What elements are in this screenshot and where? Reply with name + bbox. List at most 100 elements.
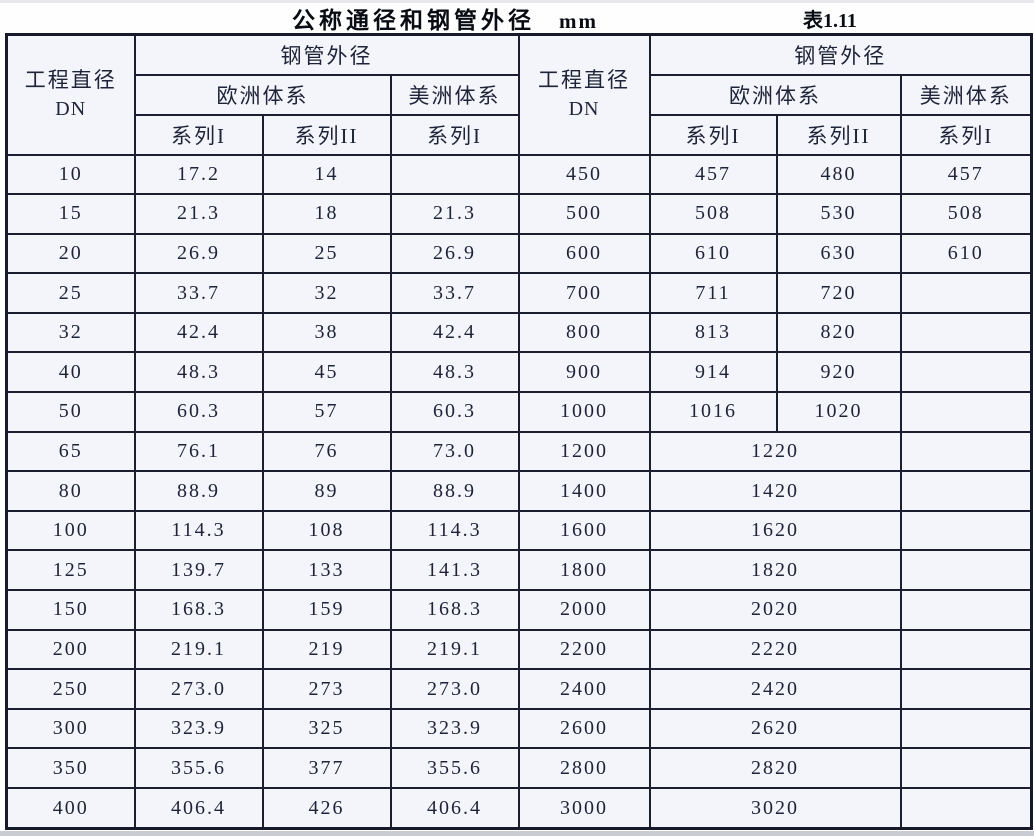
cell-dn-left: 200 (5, 628, 136, 671)
cell-eu-series1-left: 355.6 (133, 747, 264, 789)
cell-dn-left: 10 (5, 153, 136, 196)
cell-am-series1-left: 406.4 (389, 787, 520, 830)
cell-eu-series1-left: 76.1 (133, 430, 264, 473)
table-row: 200 219.1 219 219.1 2200 2220 (5, 628, 1033, 671)
cell-dn-left: 15 (5, 193, 136, 235)
cell-dn-left: 50 (5, 391, 136, 433)
cell-dn-right: 900 (517, 351, 651, 394)
cell-am-series1-right (899, 391, 1033, 433)
pipe-diameter-table: 工程直径 DN 钢管外径 工程直径 DN 钢管外径 欧洲体系 美洲体系 欧洲体系… (5, 33, 1034, 830)
header-row-1: 工程直径 DN 钢管外径 工程直径 DN 钢管外径 (5, 33, 1033, 156)
cell-eu-merged-right: 1220 (648, 430, 902, 473)
cell-eu-series2-left: 89 (261, 470, 392, 512)
cell-eu-series1-left: 21.3 (133, 193, 264, 235)
cell-eu-merged-right: 2820 (648, 747, 902, 789)
cell-eu-series1-left: 139.7 (133, 549, 264, 592)
cell-eu-series2-left: 32 (261, 272, 392, 314)
cell-eu-series1-right: 508 (648, 193, 778, 235)
cell-dn-right: 600 (517, 232, 651, 275)
cell-am-series1-left: 33.7 (389, 272, 520, 314)
table-row: 20 26.9 25 26.9 600 610 630 610 (5, 232, 1033, 275)
header-series1-am-left: 系列I (389, 113, 520, 156)
cell-dn-right: 1800 (517, 549, 651, 592)
cell-dn-left: 65 (5, 430, 136, 473)
cell-dn-left: 25 (5, 272, 136, 314)
cell-eu-series2-left: 426 (261, 787, 392, 830)
cell-eu-series1-left: 42.4 (133, 311, 264, 354)
cell-eu-series2-left: 25 (261, 232, 392, 275)
cell-dn-left: 32 (5, 311, 136, 354)
cell-am-series1-left: 168.3 (389, 589, 520, 631)
cell-eu-series2-left: 133 (261, 549, 392, 592)
header-dn-left: 工程直径 DN (5, 33, 136, 156)
cell-eu-series2-left: 45 (261, 351, 392, 394)
table-row: 15 21.3 18 21.3 500 508 530 508 (5, 193, 1033, 235)
cell-eu-series2-right: 820 (775, 311, 902, 354)
header-dn-right: 工程直径 DN (517, 33, 651, 156)
cell-eu-series2-left: 76 (261, 430, 392, 473)
cell-dn-right: 3000 (517, 787, 651, 830)
table-row: 250 273.0 273 273.0 2400 2420 (5, 668, 1033, 710)
cell-am-series1-right: 610 (899, 232, 1033, 275)
cell-dn-right: 1000 (517, 391, 651, 433)
cell-am-series1-right (899, 707, 1033, 750)
cell-eu-series2-left: 57 (261, 391, 392, 433)
cell-am-series1-left: 323.9 (389, 707, 520, 750)
cell-eu-series1-left: 88.9 (133, 470, 264, 512)
cell-dn-right: 800 (517, 311, 651, 354)
cell-dn-left: 100 (5, 509, 136, 552)
cell-eu-series1-right: 914 (648, 351, 778, 394)
cell-dn-left: 250 (5, 668, 136, 710)
table-row: 40 48.3 45 48.3 900 914 920 (5, 351, 1033, 394)
cell-eu-series2-left: 14 (261, 153, 392, 196)
cell-eu-series2-left: 377 (261, 747, 392, 789)
cell-eu-series2-left: 108 (261, 509, 392, 552)
cell-eu-merged-right: 1620 (648, 509, 902, 552)
table-row: 400 406.4 426 406.4 3000 3020 (5, 787, 1033, 830)
cell-dn-right: 2200 (517, 628, 651, 671)
cell-eu-series1-left: 219.1 (133, 628, 264, 671)
cell-am-series1-right (899, 430, 1033, 473)
cell-eu-series2-left: 159 (261, 589, 392, 631)
cell-am-series1-right (899, 787, 1033, 830)
cell-eu-series1-left: 168.3 (133, 589, 264, 631)
table-body: 10 17.2 14 450 457 480 457 15 21.3 18 21.3 500 508 53… (5, 153, 1033, 830)
cell-dn-left: 20 (5, 232, 136, 275)
cell-eu-series1-left: 33.7 (133, 272, 264, 314)
table-row: 350 355.6 377 355.6 2800 2820 (5, 747, 1033, 789)
cell-dn-right: 450 (517, 153, 651, 196)
cell-eu-series2-left: 273 (261, 668, 392, 710)
cell-am-series1-left: 141.3 (389, 549, 520, 592)
table-row: 32 42.4 38 42.4 800 813 820 (5, 311, 1033, 354)
table-header: 工程直径 DN 钢管外径 工程直径 DN 钢管外径 欧洲体系 美洲体系 欧洲体系… (5, 33, 1033, 156)
cell-eu-series2-left: 38 (261, 311, 392, 354)
cell-eu-merged-right: 2020 (648, 589, 902, 631)
page-title: 公称通径和钢管外径 mm (292, 1, 598, 35)
table-row: 25 33.7 32 33.7 700 711 720 (5, 272, 1033, 314)
cell-am-series1-left: 88.9 (389, 470, 520, 512)
header-outer-right: 钢管外径 (648, 33, 1033, 76)
cell-am-series1-left (389, 153, 520, 196)
cell-am-series1-right (899, 589, 1033, 631)
cell-eu-series1-left: 17.2 (133, 153, 264, 196)
cell-am-series1-left: 60.3 (389, 391, 520, 433)
table-row: 300 323.9 325 323.9 2600 2620 (5, 707, 1033, 750)
title-unit: mm (559, 9, 598, 33)
cell-eu-merged-right: 1820 (648, 549, 902, 592)
cell-eu-series1-left: 406.4 (133, 787, 264, 830)
header-series2-eu-left: 系列II (261, 113, 392, 156)
cell-am-series1-left: 21.3 (389, 193, 520, 235)
cell-am-series1-right (899, 470, 1033, 512)
cell-am-series1-left: 42.4 (389, 311, 520, 354)
cell-am-series1-left: 219.1 (389, 628, 520, 671)
cell-dn-left: 350 (5, 747, 136, 789)
header-series1-eu-right: 系列I (648, 113, 778, 156)
header-row-2: 欧洲体系 美洲体系 欧洲体系 美洲体系 (7, 73, 1033, 116)
cell-eu-series1-left: 26.9 (133, 232, 264, 275)
header-america-right: 美洲体系 (899, 73, 1033, 116)
cell-dn-right: 1400 (517, 470, 651, 512)
cell-am-series1-right (899, 509, 1033, 552)
cell-eu-merged-right: 2420 (648, 668, 902, 710)
cell-eu-series1-right: 457 (648, 153, 778, 196)
header-series2-eu-right: 系列II (775, 113, 902, 156)
